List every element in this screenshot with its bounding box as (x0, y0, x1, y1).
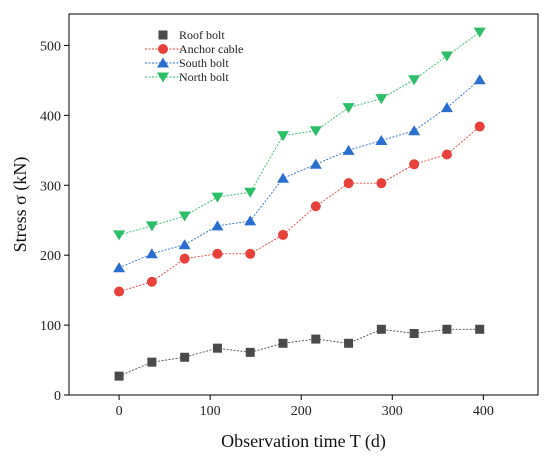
series-line-anchor-cable (118, 126, 481, 292)
legend-marker (158, 44, 168, 54)
chart-axes: 0 100 200 300 400 0 100 200 300 400 500 (40, 13, 539, 419)
data-point-anchor-cable (245, 248, 256, 259)
data-point-north-bolt (375, 94, 388, 105)
data-point-anchor-cable (114, 286, 125, 297)
x-tick-label: 200 (291, 404, 312, 419)
data-point-south-bolt (178, 239, 191, 250)
data-point-roof-bolt (245, 347, 255, 357)
data-point-south-bolt (342, 144, 355, 155)
data-point-north-bolt (113, 230, 126, 241)
data-point-anchor-cable (146, 276, 157, 287)
legend-marker (157, 72, 169, 83)
data-point-roof-bolt (212, 343, 222, 353)
series-line-south-bolt (118, 79, 481, 269)
data-point-north-bolt (145, 221, 158, 232)
data-point-south-bolt (277, 172, 290, 183)
data-point-north-bolt (211, 192, 224, 203)
data-point-south-bolt (145, 248, 158, 259)
series-anchor-cable (114, 121, 485, 297)
y-tick-label: 200 (40, 249, 61, 264)
data-point-north-bolt (342, 103, 355, 114)
data-point-north-bolt (440, 51, 453, 62)
legend-item-north-bolt: North bolt (145, 70, 229, 84)
data-point-roof-bolt (180, 352, 190, 362)
legend-marker (157, 57, 169, 68)
data-point-north-bolt (277, 131, 290, 142)
legend-item-anchor-cable: Anchor cable (145, 42, 243, 56)
legend-label: North bolt (179, 70, 229, 84)
data-point-roof-bolt (147, 357, 157, 367)
series-line-roof-bolt (118, 328, 480, 377)
data-point-south-bolt (244, 215, 257, 226)
chart-series (113, 27, 486, 381)
data-point-roof-bolt (442, 324, 452, 334)
y-axis-title: Stress σ (kN) (10, 157, 31, 253)
legend-marker (158, 30, 168, 40)
series-line-north-bolt (118, 31, 480, 236)
data-point-anchor-cable (278, 229, 289, 240)
data-point-roof-bolt (344, 338, 354, 348)
series-roof-bolt (114, 324, 485, 381)
data-point-roof-bolt (114, 371, 124, 381)
y-tick-label: 400 (40, 109, 61, 124)
data-point-north-bolt (178, 211, 191, 222)
x-axis-title: Observation time T (d) (221, 431, 386, 452)
data-point-south-bolt (309, 158, 322, 169)
y-tick-label: 300 (40, 179, 61, 194)
data-point-south-bolt (440, 102, 453, 113)
data-point-roof-bolt (376, 324, 386, 334)
data-point-anchor-cable (409, 159, 420, 170)
x-tick-label: 100 (200, 404, 221, 419)
data-point-south-bolt (211, 220, 224, 231)
data-point-south-bolt (408, 125, 421, 136)
data-point-south-bolt (375, 135, 388, 146)
x-tick-label: 300 (382, 404, 403, 419)
legend-item-south-bolt: South bolt (145, 56, 229, 70)
data-point-anchor-cable (474, 121, 485, 132)
data-point-north-bolt (309, 126, 322, 137)
data-point-north-bolt (473, 27, 486, 38)
legend-label: South bolt (179, 56, 229, 70)
data-point-north-bolt (408, 75, 421, 86)
data-point-anchor-cable (310, 201, 321, 212)
data-point-anchor-cable (179, 253, 190, 264)
x-tick-label: 400 (473, 404, 494, 419)
plot-frame (68, 13, 539, 396)
y-tick-label: 100 (40, 319, 61, 334)
data-point-south-bolt (113, 262, 126, 273)
legend-item-roof-bolt: Roof bolt (158, 28, 225, 42)
y-tick-label: 0 (54, 389, 61, 404)
data-point-roof-bolt (311, 334, 321, 344)
x-tick-label: 0 (116, 404, 123, 419)
data-point-north-bolt (244, 187, 257, 198)
series-south-bolt (113, 74, 486, 273)
series-north-bolt (113, 27, 486, 241)
legend-label: Roof bolt (179, 28, 225, 42)
data-point-anchor-cable (441, 149, 452, 160)
data-point-south-bolt (473, 74, 486, 85)
data-point-roof-bolt (409, 328, 419, 338)
data-point-roof-bolt (278, 338, 288, 348)
data-point-anchor-cable (343, 178, 354, 189)
legend-label: Anchor cable (179, 42, 243, 56)
data-point-anchor-cable (376, 178, 387, 189)
data-point-anchor-cable (212, 248, 223, 259)
y-tick-label: 500 (40, 39, 61, 54)
data-point-roof-bolt (475, 324, 485, 334)
